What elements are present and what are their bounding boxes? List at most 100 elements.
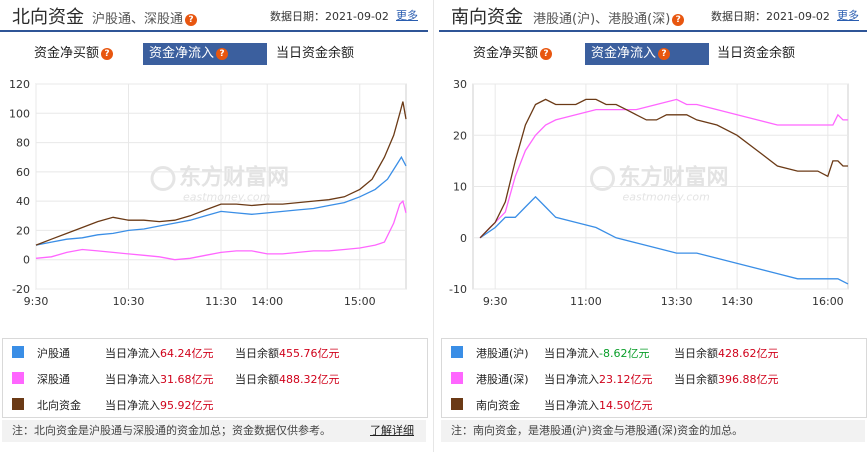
watermark-text: 东方财富网 [179,165,289,191]
y-tick-label: 60 [16,166,30,179]
legend-balance-label: 当日余额 [235,347,279,360]
legend-row: 深股通 当日净流入31.68亿元 当日余额488.32亿元 [3,365,427,391]
north-more-link[interactable]: 更多 [396,9,418,22]
legend-balance-value: 455.76亿元 [279,347,340,360]
legend-row: 港股通(深) 当日净流入23.12亿元 当日余额396.88亿元 [442,365,866,391]
y-tick-label: -10 [449,283,467,296]
y-tick-label: 20 [16,224,30,237]
series-line [479,98,848,239]
x-tick-label: 11:30 [205,295,237,308]
y-tick-label: 40 [16,195,30,208]
south-title: 南向资金 [451,7,523,28]
x-tick-label: 10:30 [113,295,145,308]
legend-flow: 当日净流入14.50亿元 [544,397,653,413]
legend-flow-label: 当日净流入 [544,373,599,386]
x-tick-label: 16:00 [812,295,844,308]
north-note-text: 注：北向资金是沪股通与深股通的资金加总；资金数据仅供参考。 [12,424,331,437]
legend-balance-label: 当日余额 [674,373,718,386]
tab-label: 当日资金余额 [717,46,796,61]
help-icon[interactable]: ? [185,14,198,26]
legend-flow-value: 31.68亿元 [160,373,214,386]
south-date: 数据日期：2021-09-02 [711,10,830,23]
legend-balance-label: 当日余额 [235,373,279,386]
legend-balance-value: 488.32亿元 [279,373,340,386]
help-icon[interactable]: ? [672,14,685,26]
tab-net-inflow[interactable]: 资金净流入? [585,43,709,65]
legend-flow-value: 14.50亿元 [599,399,653,412]
learn-more-link[interactable]: 了解详细 [370,424,414,437]
x-tick-label: 11:00 [570,295,602,308]
watermark-text-en: eastmoney.com [183,191,270,204]
y-tick-label: 20 [453,129,467,142]
legend-flow-value: -8.62亿元 [599,347,650,360]
north-legend: 沪股通 当日净流入64.24亿元 当日余额455.76亿元 深股通 当日净流入3… [2,338,428,418]
legend-balance: 当日余额455.76亿元 [235,345,340,361]
panel-divider [433,0,434,452]
south-more-link[interactable]: 更多 [837,9,859,22]
north-note: 注：北向资金是沪股通与深股通的资金加总；资金数据仅供参考。 了解详细 [2,420,426,442]
help-icon[interactable]: ? [101,48,114,60]
tab-net-buy[interactable]: 资金净买额? [28,43,119,65]
help-icon[interactable]: ? [216,48,229,60]
north-panel: 北向资金 沪股通、深股通? 数据日期：2021-09-02 更多 资金净买额? … [0,0,428,452]
x-tick-label: 14:30 [721,295,753,308]
legend-row: 港股通(沪) 当日净流入-8.62亿元 当日余额428.62亿元 [442,339,866,365]
tab-balance[interactable]: 当日资金余额 [270,43,360,65]
series-line [35,199,407,261]
north-header: 北向资金 沪股通、深股通? 数据日期：2021-09-02 更多 [0,0,428,32]
tab-label: 当日资金余额 [276,46,355,61]
y-tick-label: 0 [460,232,467,245]
south-subtitle: 港股通(沪)、港股通(深)? [533,8,685,27]
tab-balance[interactable]: 当日资金余额 [711,43,801,65]
legend-balance-value: 396.88亿元 [718,373,779,386]
y-tick-label: 100 [9,107,30,120]
south-panel: 南向资金 港股通(沪)、港股通(深)? 数据日期：2021-09-02 更多 资… [439,0,867,452]
help-icon[interactable]: ? [540,48,553,60]
north-title: 北向资金 [12,7,84,28]
legend-row: 南向资金 当日净流入14.50亿元 [442,391,866,417]
legend-swatch [12,398,24,410]
x-tick-label: 15:00 [344,295,376,308]
legend-name: 北向资金 [37,399,81,412]
legend-balance: 当日余额396.88亿元 [674,371,779,387]
tab-label: 资金净买额 [473,46,539,61]
y-tick-label: 0 [23,254,30,267]
legend-row: 北向资金 当日净流入95.92亿元 [3,391,427,417]
south-chart: 东方财富网 eastmoney.com -10 0 10 20 30 9:30 11:00 13:… [439,70,867,310]
legend-name: 南向资金 [476,399,520,412]
tab-label: 资金净流入 [149,46,215,61]
y-tick-label: 80 [16,137,30,150]
legend-swatch [451,346,463,358]
legend-flow: 当日净流入-8.62亿元 [544,345,649,361]
north-subtitle-text: 沪股通、深股通 [92,12,184,27]
legend-flow-label: 当日净流入 [105,373,160,386]
legend-flow: 当日净流入23.12亿元 [544,371,653,387]
tab-net-buy[interactable]: 资金净买额? [467,43,558,65]
legend-flow-value: 64.24亿元 [160,347,214,360]
legend-flow: 当日净流入95.92亿元 [105,397,214,413]
legend-name: 沪股通 [37,347,70,360]
legend-name: 深股通 [37,373,70,386]
tab-net-inflow[interactable]: 资金净流入? [143,43,267,65]
legend-row: 沪股通 当日净流入64.24亿元 当日余额455.76亿元 [3,339,427,365]
legend-flow-label: 当日净流入 [105,347,160,360]
legend-swatch [12,372,24,384]
help-icon[interactable]: ? [658,48,671,60]
x-tick-label: 9:30 [24,295,49,308]
legend-flow: 当日净流入31.68亿元 [105,371,214,387]
legend-swatch [12,346,24,358]
legend-flow: 当日净流入64.24亿元 [105,345,214,361]
south-header: 南向资金 港股通(沪)、港股通(深)? 数据日期：2021-09-02 更多 [439,0,867,32]
north-subtitle: 沪股通、深股通? [92,8,198,27]
legend-balance: 当日余额428.62亿元 [674,345,779,361]
south-subtitle-text: 港股通(沪)、港股通(深) [533,12,671,27]
y-tick-label: -20 [12,283,30,296]
series-line [35,101,407,246]
legend-swatch [451,372,463,384]
legend-balance-value: 428.62亿元 [718,347,779,360]
legend-name: 港股通(深) [476,373,529,386]
x-tick-label: 9:30 [483,295,508,308]
series-line [479,98,848,239]
